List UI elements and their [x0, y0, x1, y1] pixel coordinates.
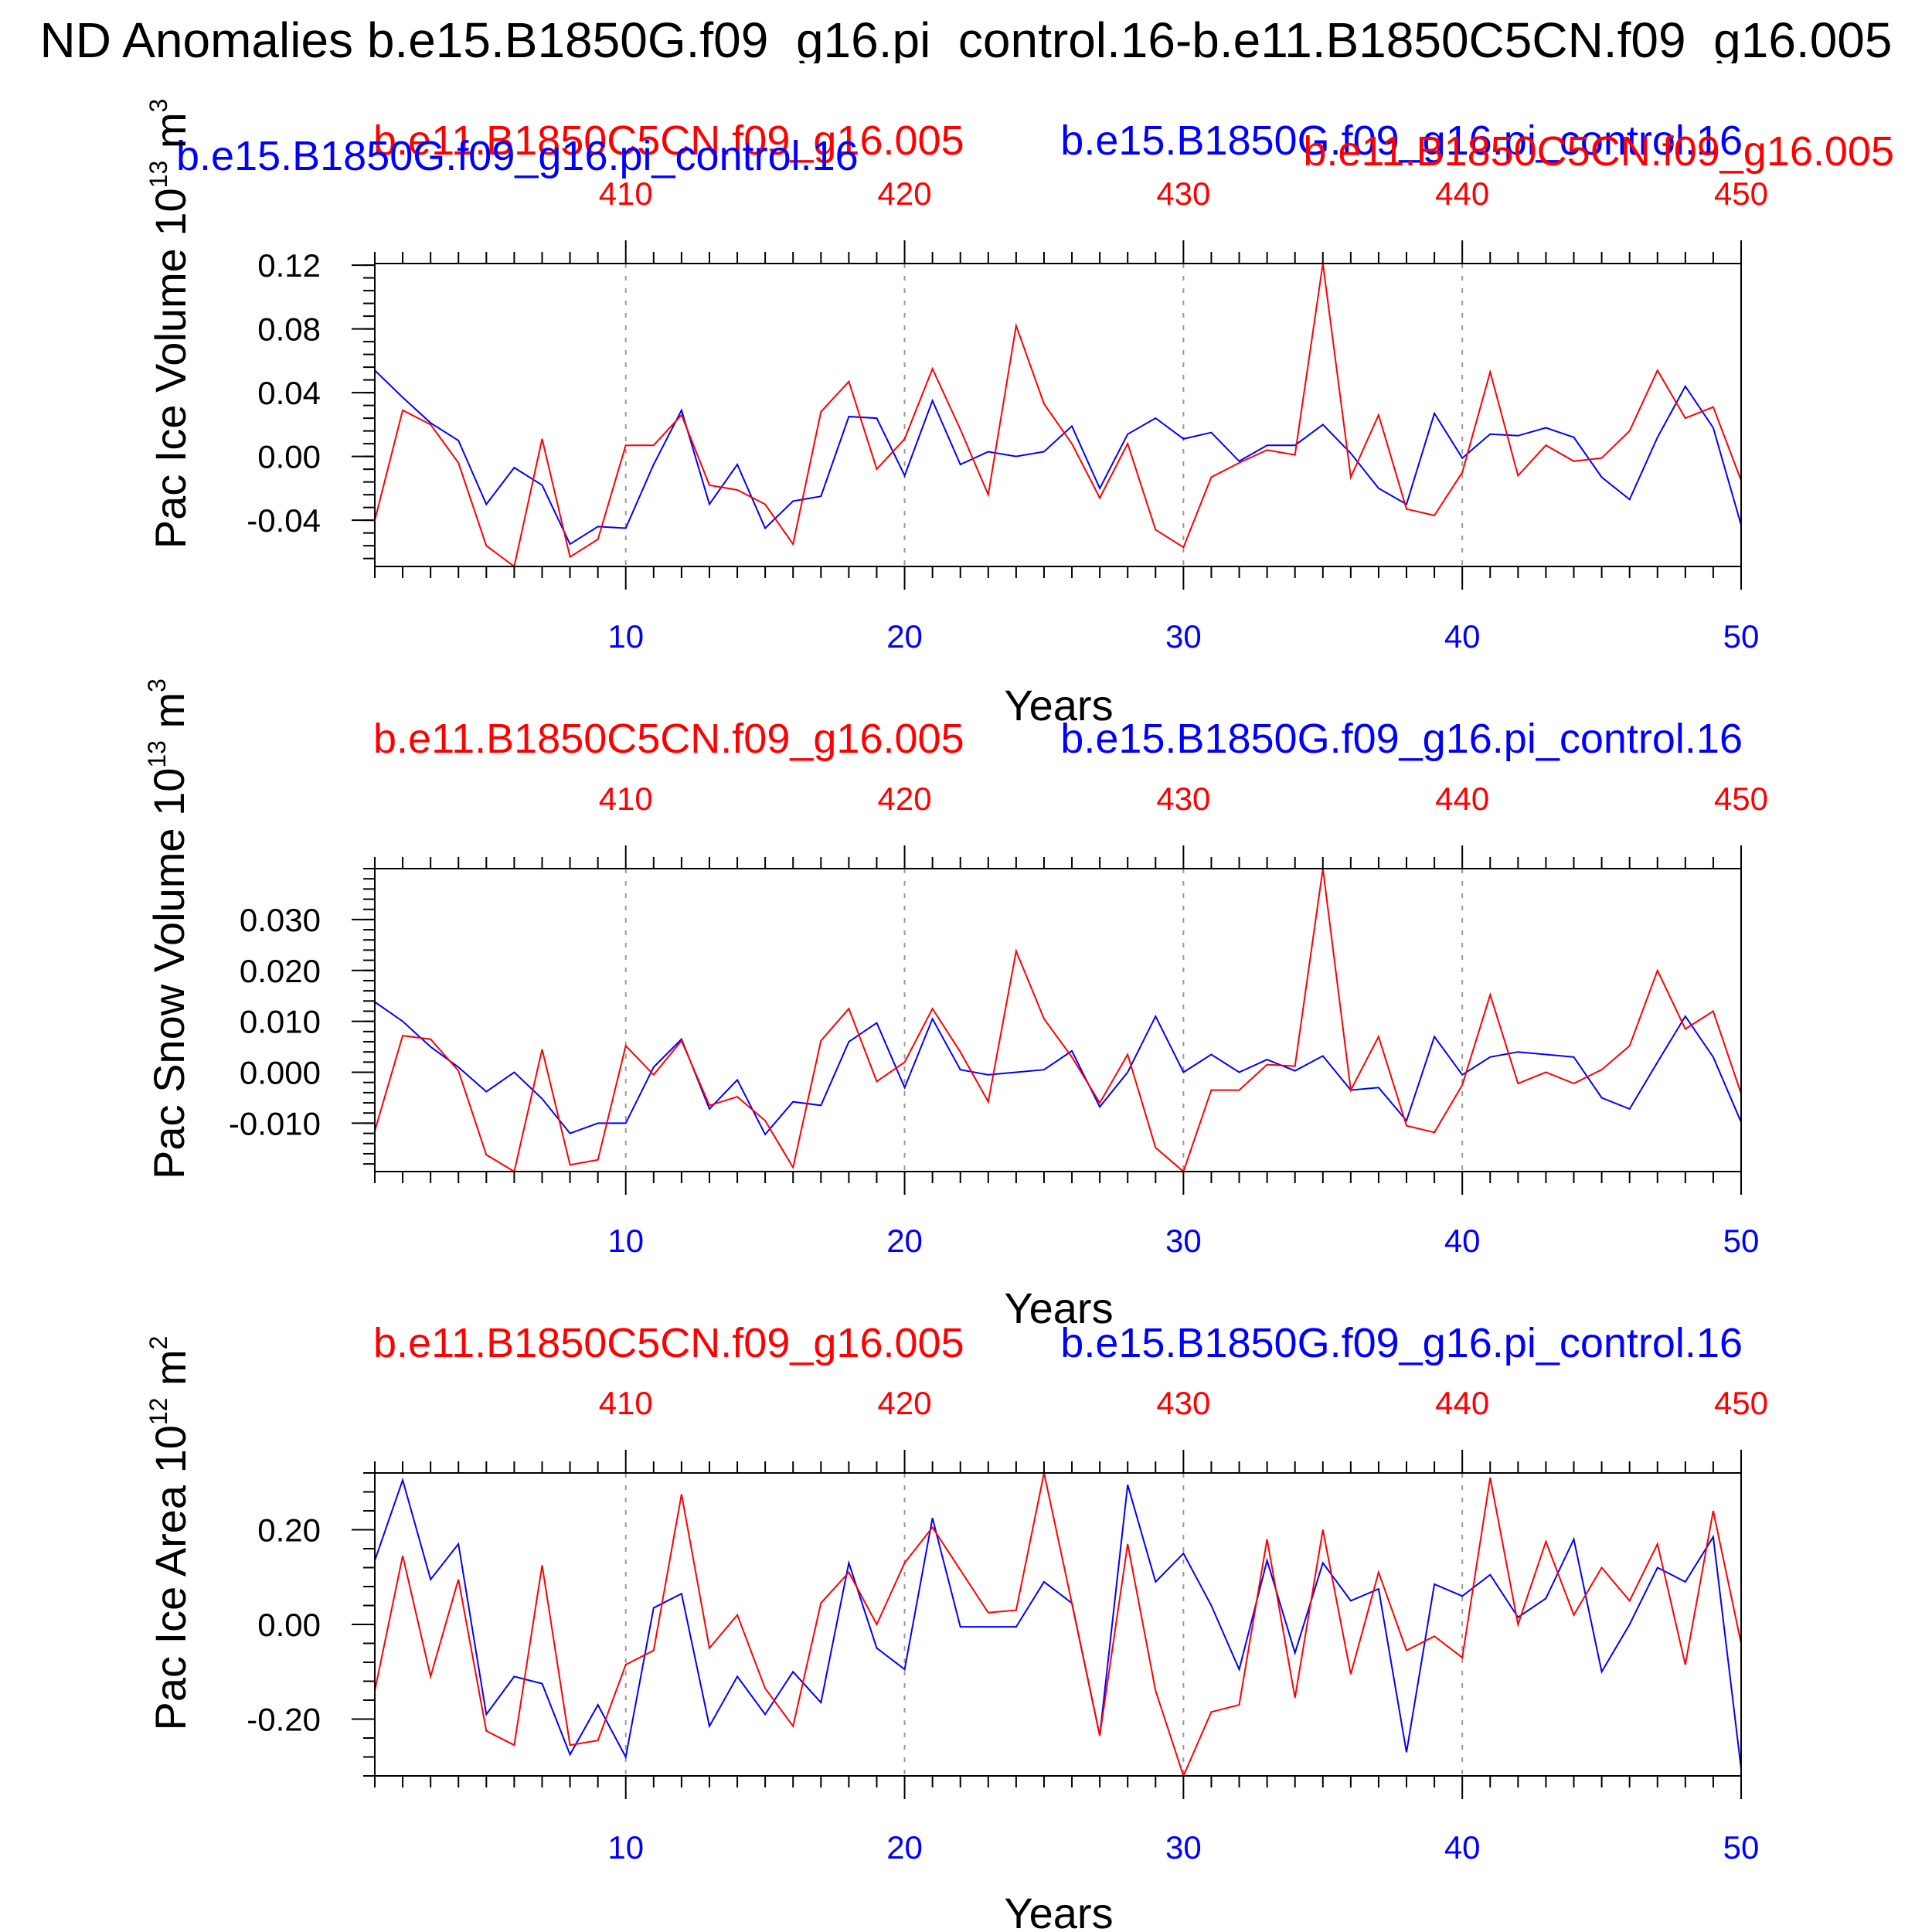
y-tick-label: 0.00 — [257, 439, 321, 475]
x-tick-label-top: 430 — [1156, 175, 1210, 212]
x-tick-label-bottom: 40 — [1444, 1829, 1481, 1866]
figure-title-text: ND Anomalies b.e15.B1850G.f09_g16.pi_con… — [39, 17, 1893, 63]
y-tick-label: 0.020 — [240, 953, 321, 989]
plot-frame — [374, 1472, 1742, 1777]
legend-label-red: b.e11.B1850C5CN.f09_g16.005 — [373, 117, 964, 164]
x-tick-label-top: 440 — [1435, 175, 1489, 212]
legend-label-blue-left: b.e15.B1850G.f09_g16.pi_control.16 — [176, 133, 859, 179]
x-tick-label-bottom: 20 — [886, 618, 923, 655]
chart-panel-2: b.e11.B1850C5CN.f09_g16.005 b.e15.B1850G.… — [143, 679, 1768, 1332]
plot-frame — [374, 263, 1742, 567]
figure-title: ND Anomalies b.e15.B1850G.f09_g16.pi_con… — [0, 17, 1932, 63]
x-tick-label-bottom: 30 — [1165, 1829, 1202, 1866]
x-tick-label-bottom: 20 — [886, 1223, 923, 1259]
y-axis-label: Pac Ice Area 1012 m2 — [145, 1336, 195, 1731]
x-tick-label-top: 430 — [1156, 781, 1210, 817]
x-tick-label-bottom: 30 — [1165, 618, 1202, 655]
x-tick-label-bottom: 30 — [1165, 1223, 1202, 1259]
y-tick-label: 0.12 — [257, 247, 321, 284]
x-tick-label-top: 410 — [599, 1385, 653, 1421]
x-tick-label-bottom: 50 — [1723, 618, 1760, 655]
series-line-blue — [375, 1477, 1741, 1769]
chart-panel-1: b.e11.B1850C5CN.f09_g16.005 b.e15.B1850G.… — [145, 99, 1894, 730]
legend-label-red: b.e11.B1850C5CN.f09_g16.005 — [373, 716, 964, 762]
y-axis-label: Pac Ice Volume 1013 m3 — [145, 99, 195, 549]
x-tick-label-bottom: 50 — [1723, 1223, 1760, 1259]
series-line-red — [375, 869, 1741, 1172]
chart-panel-3: b.e11.B1850C5CN.f09_g16.005 b.e15.B1850G.… — [145, 1320, 1768, 1932]
y-axis-label: Pac Snow Volume 1013 m3 — [143, 679, 193, 1179]
x-tick-label-bottom: 50 — [1723, 1829, 1760, 1866]
x-tick-label-top: 440 — [1435, 781, 1489, 817]
x-tick-label-bottom: 20 — [886, 1829, 923, 1866]
x-axis-label: Years — [1004, 681, 1113, 730]
x-tick-label-bottom: 40 — [1444, 1223, 1481, 1259]
legend-label-red-right: b.e11.B1850C5CN.f09_g16.005 — [1303, 128, 1894, 175]
x-tick-label-top: 410 — [599, 175, 653, 212]
y-tick-label: 0.000 — [240, 1055, 321, 1091]
y-tick-label: 0.030 — [240, 902, 321, 938]
legend-label-red: b.e11.B1850C5CN.f09_g16.005 — [373, 1320, 964, 1366]
series-line-red — [375, 1473, 1741, 1776]
x-tick-label-top: 420 — [878, 781, 932, 817]
legend-label-blue: b.e15.B1850G.f09_g16.pi_control.16 — [1060, 1320, 1743, 1366]
y-tick-label: 0.04 — [257, 375, 321, 411]
y-tick-label: 0.010 — [240, 1004, 321, 1040]
series-line-blue — [375, 1001, 1741, 1136]
x-tick-label-top: 450 — [1714, 1385, 1768, 1421]
x-tick-label-top: 420 — [878, 1385, 932, 1421]
legend-label-blue: b.e15.B1850G.f09_g16.pi_control.16 — [1060, 716, 1743, 762]
plot-frame — [374, 868, 1742, 1172]
x-axis-label: Years — [1004, 1284, 1113, 1332]
x-tick-label-top: 420 — [878, 175, 932, 212]
x-tick-label-top: 450 — [1714, 175, 1768, 212]
x-tick-label-top: 430 — [1156, 1385, 1210, 1421]
legend-label-blue: b.e15.B1850G.f09_g16.pi_control.16 — [1060, 117, 1743, 164]
series-line-red — [375, 264, 1741, 566]
y-tick-label: 0.20 — [257, 1512, 321, 1549]
y-tick-label: -0.010 — [229, 1105, 321, 1141]
x-tick-label-bottom: 40 — [1444, 618, 1481, 655]
x-tick-label-bottom: 10 — [607, 1223, 644, 1259]
x-axis-label: Years — [1004, 1889, 1113, 1932]
y-tick-label: -0.20 — [247, 1702, 321, 1738]
x-tick-label-bottom: 10 — [607, 1829, 644, 1866]
x-tick-label-top: 410 — [599, 781, 653, 817]
x-tick-label-top: 440 — [1435, 1385, 1489, 1421]
y-tick-label: 0.00 — [257, 1607, 321, 1643]
x-tick-label-top: 450 — [1714, 781, 1768, 817]
x-tick-label-bottom: 10 — [607, 618, 644, 655]
series-line-blue — [375, 369, 1741, 546]
y-tick-label: 0.08 — [257, 311, 321, 348]
y-tick-label: -0.04 — [247, 502, 321, 539]
